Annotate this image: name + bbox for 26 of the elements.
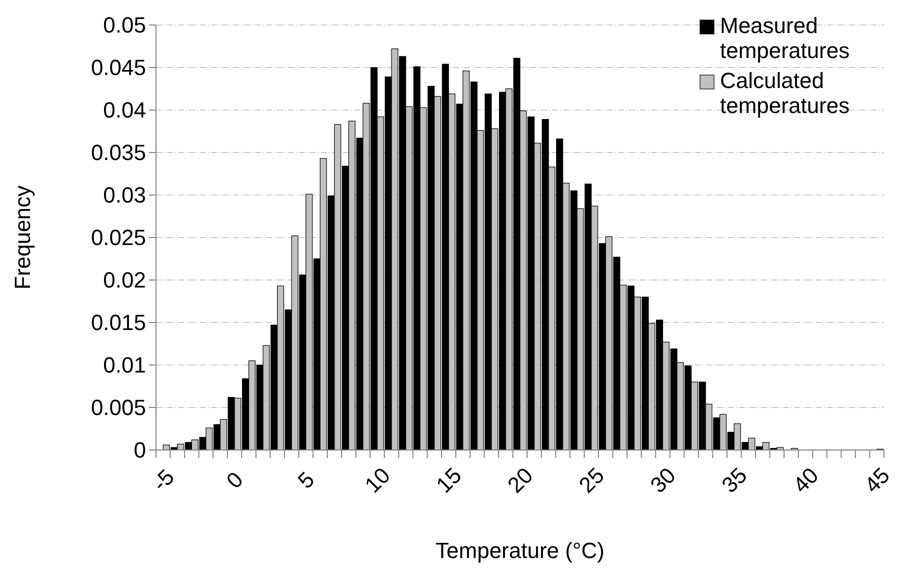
y-tick-label: 0.02: [103, 268, 146, 293]
x-tick-label: 0: [221, 466, 248, 494]
x-tick-label: 30: [645, 462, 680, 498]
x-tick-label: 15: [431, 462, 466, 498]
x-axis-title: Temperature (°C): [436, 538, 604, 563]
y-tick-label: 0.04: [103, 98, 146, 123]
y-tick-label: 0.005: [90, 395, 146, 420]
y-tick-label: 0.01: [103, 352, 146, 378]
y-tick-label: 0.05: [103, 12, 146, 38]
x-tick-label: 5: [292, 466, 320, 494]
y-tick-label: 0.03: [103, 182, 146, 208]
x-tick-label: 45: [860, 462, 894, 498]
x-tick-label: 25: [574, 462, 610, 498]
legend-label: Calculated temperatures: [720, 68, 850, 118]
y-tick-label: 0.035: [90, 140, 146, 166]
x-tick-label: 35: [716, 462, 752, 498]
y-tick-label: 0: [134, 438, 146, 463]
y-tick-label: 0.045: [90, 55, 146, 80]
x-tick-label: 20: [502, 462, 538, 498]
y-axis-title: Frequency: [10, 186, 35, 290]
x-tick-label: 40: [788, 462, 824, 498]
y-tick-label: 0.025: [90, 225, 146, 250]
x-tick-label: 10: [360, 462, 395, 498]
y-tick-label: 0.015: [90, 310, 146, 336]
legend-label: Measured temperatures: [720, 13, 850, 63]
x-tick-label: -5: [148, 464, 180, 496]
